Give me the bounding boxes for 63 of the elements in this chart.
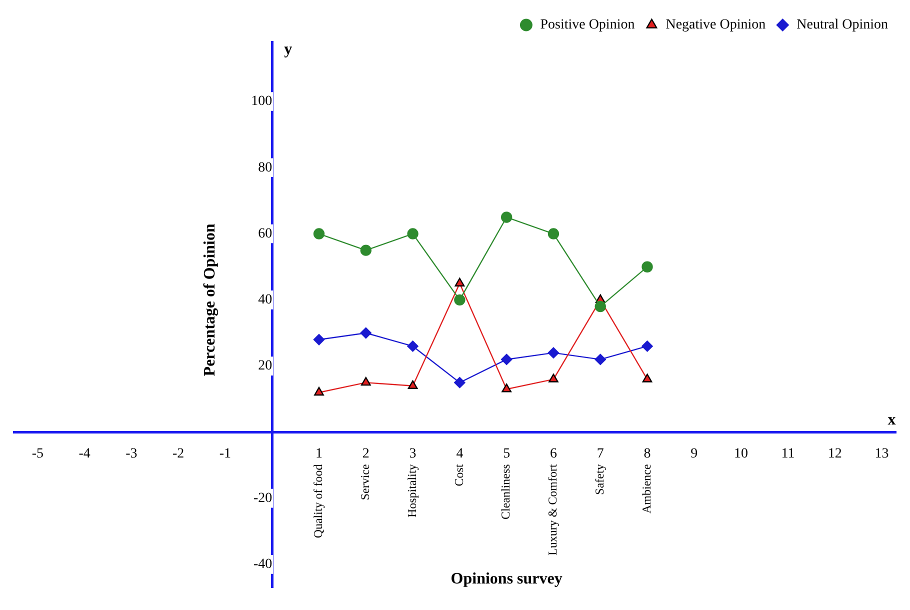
- legend-label: Positive Opinion: [540, 18, 635, 33]
- x-tick-label: -4: [78, 446, 90, 462]
- x-tick-label: 3: [409, 446, 416, 462]
- point: [408, 380, 418, 389]
- x-tick-label: 9: [690, 446, 698, 462]
- point: [502, 384, 512, 392]
- point: [360, 376, 371, 386]
- x-tick-label: 12: [828, 446, 842, 462]
- annotation: Cost: [452, 464, 466, 486]
- annotation: Ambience: [639, 464, 654, 514]
- point: [500, 354, 512, 366]
- point: [594, 354, 606, 366]
- point: [642, 261, 653, 272]
- point: [500, 212, 512, 223]
- point: [454, 376, 466, 388]
- point: [454, 278, 465, 286]
- point: [642, 340, 653, 352]
- x-tick-label: 2: [362, 446, 370, 462]
- point: [454, 294, 466, 306]
- x-tick-label: 10: [734, 446, 748, 462]
- x-tick-label: 4: [456, 446, 464, 462]
- annotation: y: [284, 41, 292, 58]
- x-tick-label: 1: [316, 446, 323, 462]
- x-tick-label: 6: [550, 446, 557, 462]
- point: [313, 334, 325, 346]
- x-tick-label: -3: [126, 446, 138, 462]
- x-tick-label: 5: [503, 446, 510, 462]
- y-axis-title: Percentage of Opinion: [201, 224, 218, 376]
- annotation: x: [888, 411, 896, 428]
- point: [314, 386, 324, 396]
- point: [407, 340, 418, 352]
- x-tick-label: 7: [596, 446, 604, 462]
- point: [313, 228, 325, 240]
- y-tick-label: 60: [258, 226, 272, 242]
- point: [548, 228, 560, 240]
- x-tick-label: -5: [32, 446, 44, 462]
- y-tick-label: 20: [258, 358, 272, 374]
- x-tick-label: 13: [874, 446, 889, 462]
- point: [407, 228, 418, 240]
- x-axis-title: Opinions survey: [450, 570, 562, 588]
- legend-label: Negative Opinion: [666, 18, 766, 33]
- point: [360, 244, 372, 256]
- x-tick-label: 8: [644, 446, 651, 462]
- x-tick-label: -2: [172, 446, 184, 462]
- y-tick-label: 80: [258, 160, 272, 176]
- y-tick-label: -20: [253, 490, 272, 506]
- annotation: Hospitality: [404, 464, 419, 518]
- y-tick-label: 100: [251, 94, 272, 110]
- annotation: Service: [358, 464, 372, 500]
- y-tick-label: 40: [258, 292, 272, 308]
- point: [548, 347, 560, 358]
- point: [594, 300, 606, 312]
- legend-label: Neutral Opinion: [796, 18, 888, 33]
- point: [360, 327, 372, 339]
- annotation: Luxury & Comfort: [546, 464, 560, 556]
- point: [642, 374, 652, 382]
- annotation: Quality of food: [311, 464, 326, 538]
- point: [548, 374, 558, 382]
- annotation: Cleanliness: [498, 464, 513, 520]
- y-tick-label: -40: [253, 557, 272, 572]
- x-tick-label: 11: [781, 446, 795, 462]
- x-tick-label: -1: [219, 446, 232, 462]
- annotation: Safety: [592, 464, 607, 495]
